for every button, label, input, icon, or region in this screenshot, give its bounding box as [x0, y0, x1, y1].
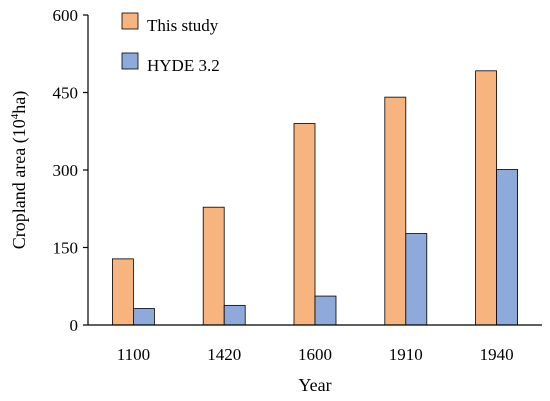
legend: This study HYDE 3.2: [121, 12, 220, 75]
y-axis-title: Cropland area (104ha): [9, 91, 30, 249]
bar-this-study-1910: [384, 96, 407, 326]
y-tick-label: 450: [53, 84, 79, 103]
bars-layer: [112, 70, 519, 326]
bar-this-study-1420: [202, 206, 225, 326]
x-tick-label: 1600: [298, 345, 332, 364]
x-tick-label: 1100: [117, 345, 150, 364]
legend-label: HYDE 3.2: [147, 56, 220, 75]
bar-this-study-1940: [475, 70, 498, 326]
bar-hyde-1910: [405, 233, 428, 326]
y-axis-title-prefix: Cropland area (10: [9, 119, 30, 249]
x-tick-label: 1940: [480, 345, 514, 364]
y-tick-label: 0: [70, 316, 79, 335]
y-tick-label: 150: [53, 239, 79, 258]
y-tick-label: 600: [53, 6, 79, 25]
bar-hyde-1420: [223, 304, 246, 326]
bar-this-study-1100: [112, 258, 134, 326]
bar-hyde-1600: [314, 295, 337, 326]
x-tick-label: 1910: [389, 345, 423, 364]
x-axis-title: Year: [298, 375, 331, 395]
legend-swatch: [121, 52, 139, 70]
x-tick-label: 1420: [207, 345, 241, 364]
x-ticks: 1100 1420 1600 1910 1940: [117, 345, 514, 364]
bar-hyde-1940: [496, 169, 519, 326]
y-axis-title-superscript: 4: [9, 113, 21, 119]
y-ticks: 0 150 300 450 600: [53, 6, 88, 335]
y-tick-label: 300: [53, 161, 79, 180]
legend-swatch: [121, 12, 139, 30]
legend-label: This study: [147, 16, 219, 35]
bar-this-study-1600: [293, 123, 316, 326]
y-axis-title-suffix: ha): [9, 91, 30, 114]
bar-hyde-1100: [132, 308, 155, 326]
